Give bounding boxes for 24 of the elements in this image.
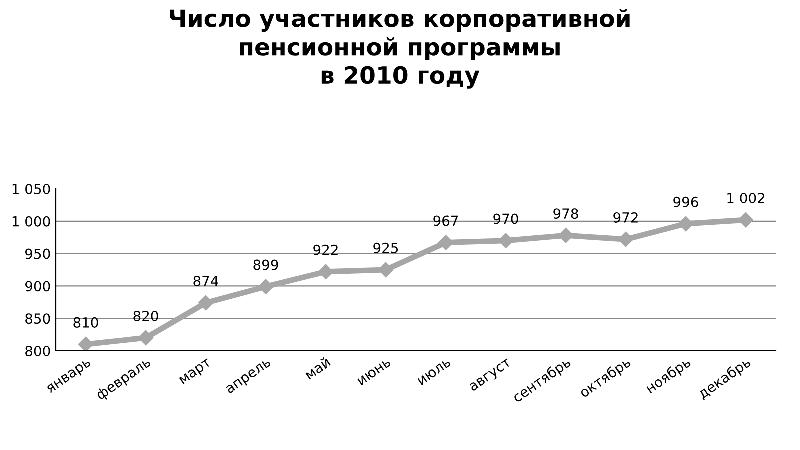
chart-title: Число участников корпоративной пенсионной программы в 2010 году: [170, 9, 630, 89]
text: 970: [494, 214, 518, 224]
y-tick-label: 950: [26, 248, 50, 260]
y-tick-label: 850: [26, 314, 50, 324]
text: 978: [554, 208, 578, 220]
text: 967: [434, 216, 458, 226]
y-tick-label: 1 000: [12, 216, 50, 227]
point: [198, 295, 214, 311]
text: 1 002: [728, 193, 764, 204]
text: 899: [254, 260, 278, 270]
text: 810: [74, 317, 98, 328]
text: 972: [614, 212, 638, 223]
point: [258, 279, 274, 294]
point: [78, 336, 94, 351]
text: 996: [674, 196, 698, 208]
x-tick-label: май: [304, 356, 332, 380]
text: 925: [374, 242, 398, 254]
text: 874: [194, 276, 218, 286]
text: 922: [314, 244, 338, 256]
y-tick-label: 1 050: [12, 184, 50, 194]
text: 820: [134, 310, 158, 322]
y-tick-label: 900: [26, 281, 50, 292]
y-tick-label: 800: [26, 346, 50, 356]
point: [138, 330, 154, 346]
